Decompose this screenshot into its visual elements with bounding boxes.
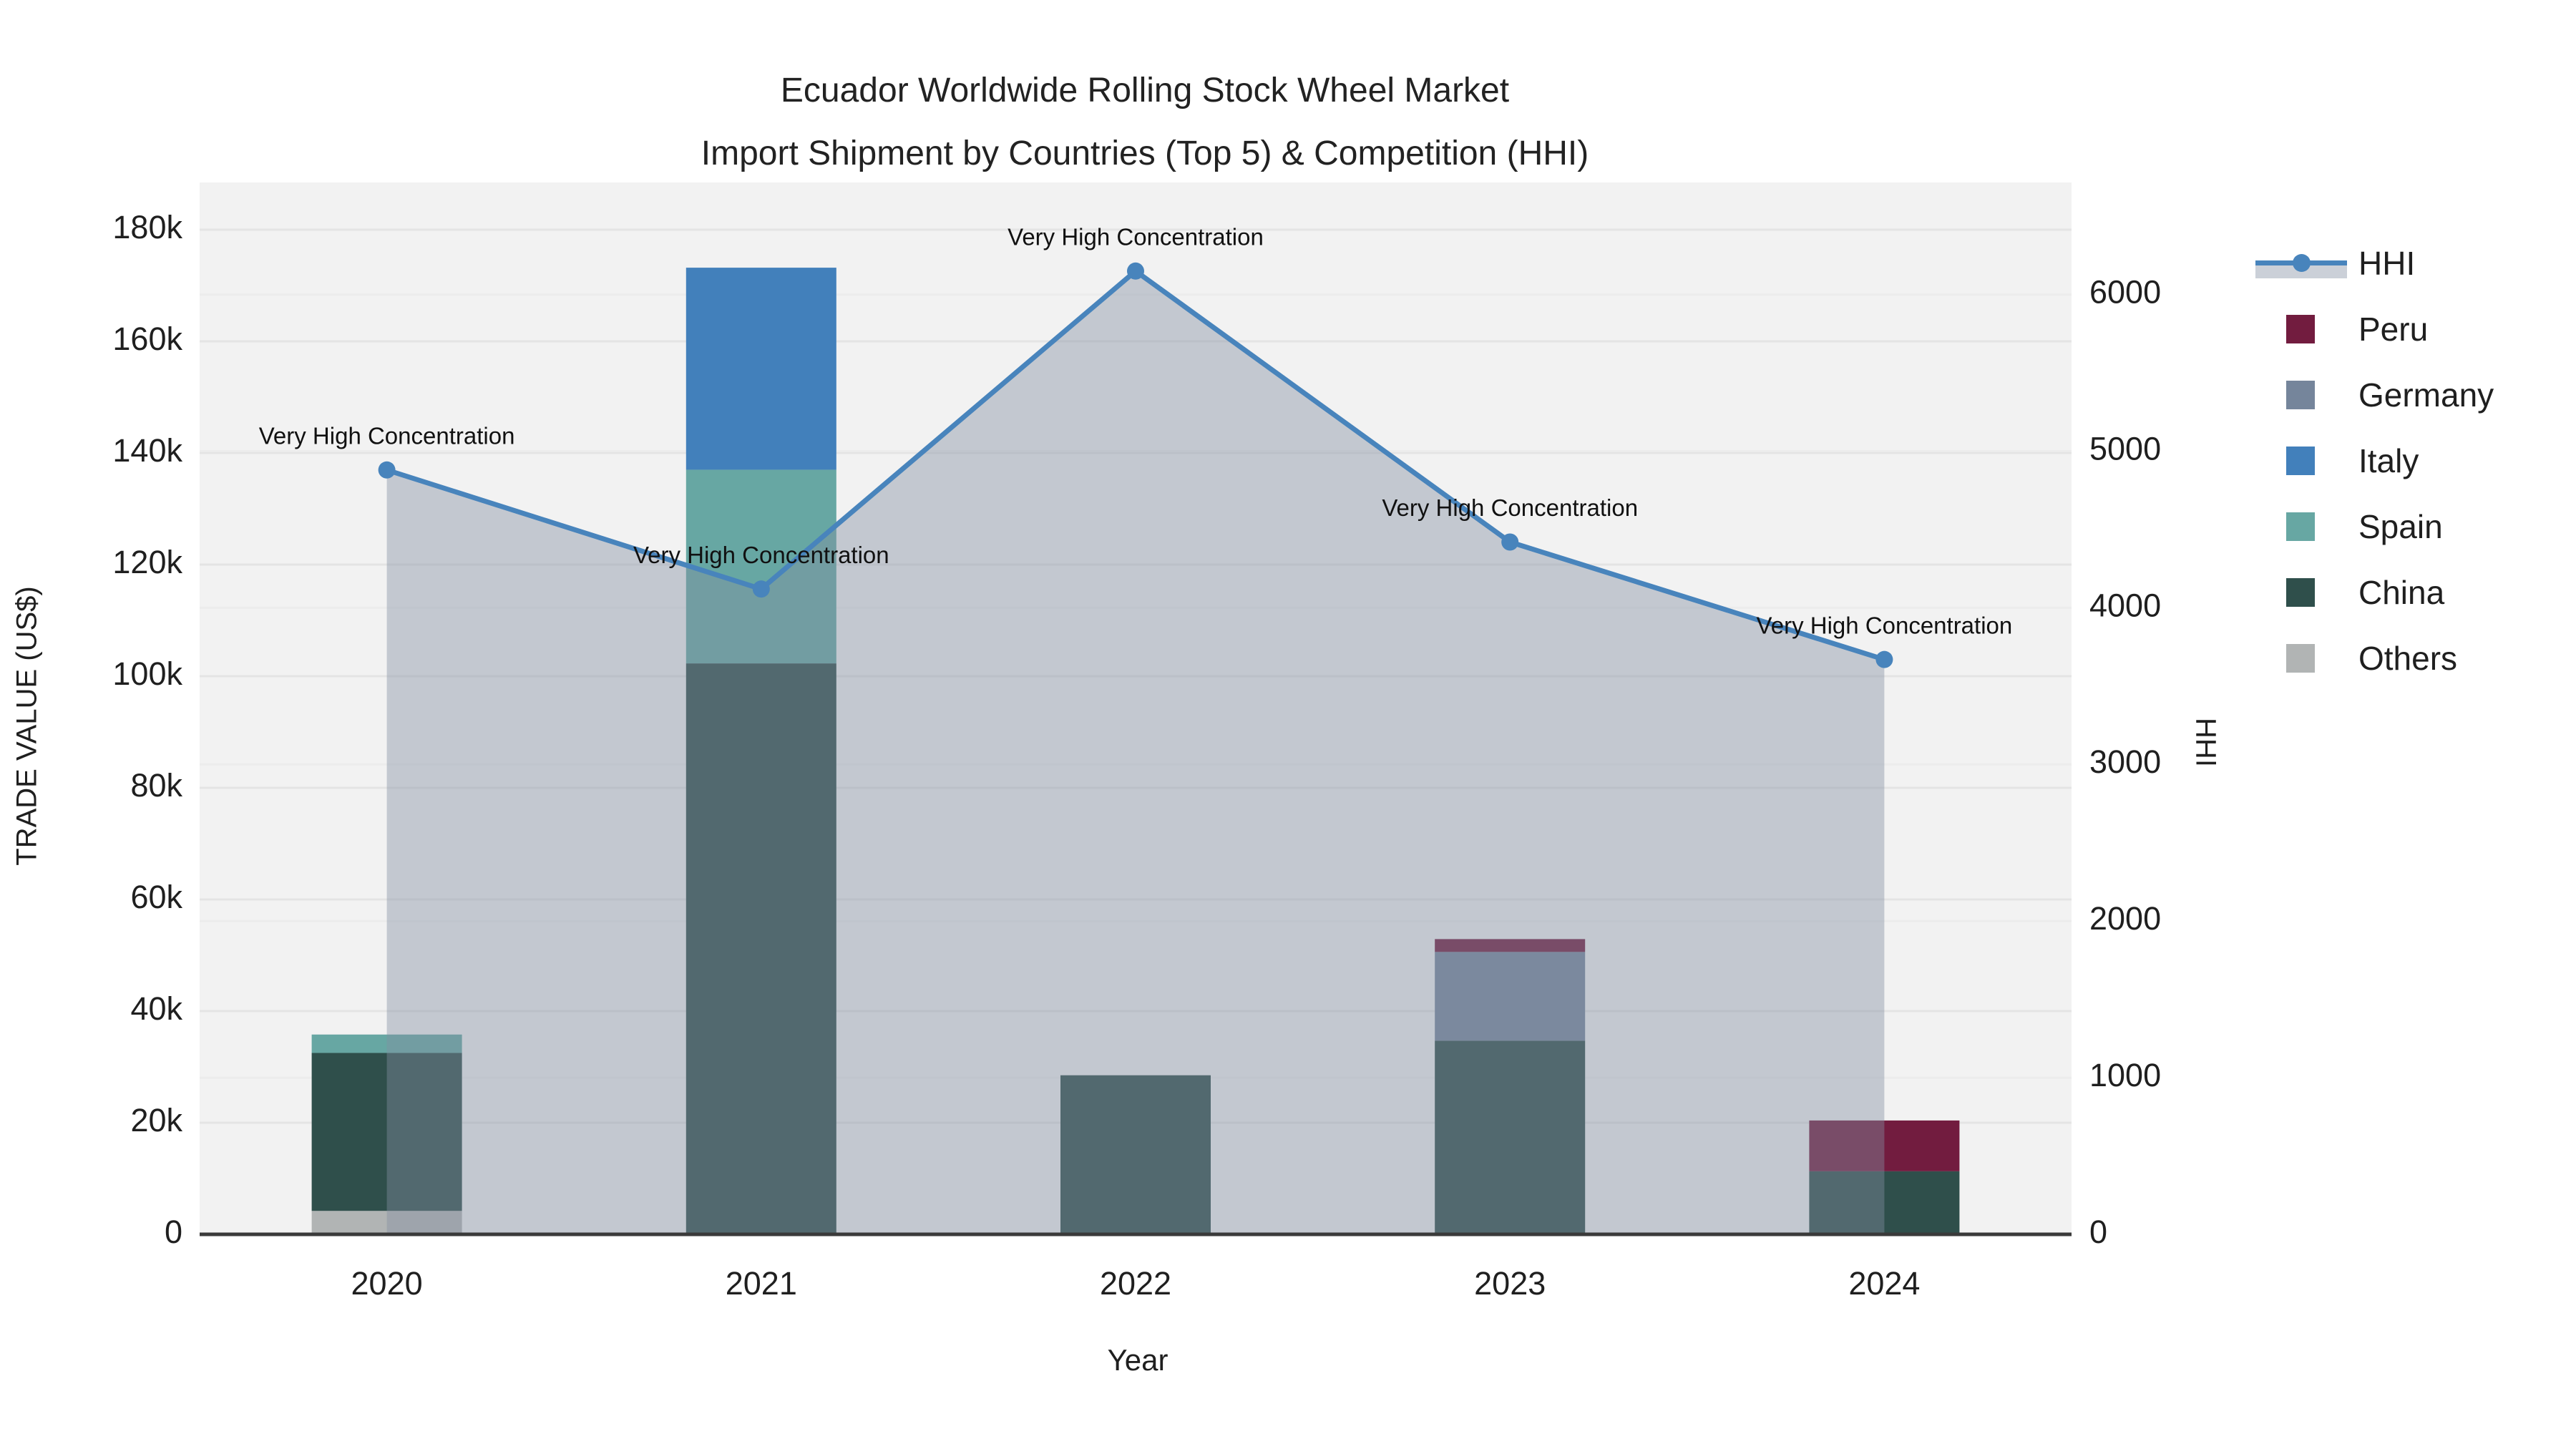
others-swatch-icon xyxy=(2254,633,2348,683)
y-right-tick-5000: 5000 xyxy=(2089,430,2161,467)
italy-swatch-icon xyxy=(2254,436,2348,486)
y-left-tick-160k: 160k xyxy=(112,321,182,357)
hhi-point-2024[interactable] xyxy=(1875,650,1893,668)
legend-item-germany[interactable]: Germany xyxy=(2254,362,2494,428)
hhi-line-sample-icon xyxy=(2254,238,2348,288)
germany-swatch-icon xyxy=(2254,370,2348,420)
spain-swatch-icon xyxy=(2254,502,2348,552)
legend-label: Others xyxy=(2358,640,2458,677)
y-left-tick-100k: 100k xyxy=(112,655,182,692)
hhi-point-2020[interactable] xyxy=(378,461,396,479)
legend-item-others[interactable]: Others xyxy=(2254,625,2494,691)
y-right-tick-4000: 4000 xyxy=(2089,587,2161,623)
annotation-2020: Very High Concentration xyxy=(259,423,515,449)
x-tick-2024: 2024 xyxy=(1848,1265,1920,1302)
hhi-point-2023[interactable] xyxy=(1501,533,1519,551)
y-left-tick-140k: 140k xyxy=(112,432,182,469)
annotation-2024: Very High Concentration xyxy=(1757,612,2013,638)
y-left-tick-60k: 60k xyxy=(130,879,182,915)
annotation-2022: Very High Concentration xyxy=(1008,224,1264,250)
germany-color-swatch xyxy=(2286,381,2315,409)
x-tick-2021: 2021 xyxy=(726,1265,797,1302)
x-tick-2023: 2023 xyxy=(1474,1265,1546,1302)
chart-title-line2: Import Shipment by Countries (Top 5) & C… xyxy=(701,135,1589,172)
legend-label: Germany xyxy=(2358,376,2494,414)
y-left-tick-120k: 120k xyxy=(112,544,182,580)
bar-segment-spain-2020[interactable] xyxy=(311,1034,462,1053)
legend-item-china[interactable]: China xyxy=(2254,560,2494,625)
y-right-tick-0: 0 xyxy=(2089,1214,2107,1250)
legend-label: China xyxy=(2358,574,2445,611)
legend-item-spain[interactable]: Spain xyxy=(2254,494,2494,560)
y-right-tick-1000: 1000 xyxy=(2089,1057,2161,1093)
peru-swatch-icon xyxy=(2254,304,2348,354)
y-left-tick-0: 0 xyxy=(165,1214,182,1250)
bar-segment-peru-2024[interactable] xyxy=(1809,1120,1960,1171)
bar-segment-china-2023[interactable] xyxy=(1435,1040,1586,1234)
hhi-marker-sample xyxy=(2293,254,2311,272)
china-swatch-icon xyxy=(2254,567,2348,618)
y-left-tick-20k: 20k xyxy=(130,1102,182,1138)
y-right-tick-6000: 6000 xyxy=(2089,274,2161,311)
x-tick-2020: 2020 xyxy=(351,1265,423,1302)
y-axis-title-right: HHI xyxy=(2190,718,2222,767)
bar-segment-italy-2021[interactable] xyxy=(686,268,836,470)
y-right-tick-3000: 3000 xyxy=(2089,743,2161,780)
legend-label: Spain xyxy=(2358,508,2443,545)
hhi-point-2021[interactable] xyxy=(752,580,770,598)
spain-color-swatch xyxy=(2286,512,2315,541)
hhi-point-2022[interactable] xyxy=(1127,262,1144,280)
annotation-2021: Very High Concentration xyxy=(633,542,889,568)
bar-segment-china-2022[interactable] xyxy=(1060,1075,1211,1234)
peru-color-swatch xyxy=(2286,315,2315,343)
others-color-swatch xyxy=(2286,644,2315,673)
italy-color-swatch xyxy=(2286,447,2315,475)
y-left-tick-40k: 40k xyxy=(130,990,182,1027)
china-color-swatch xyxy=(2286,578,2315,607)
y-axis-title-left: TRADE VALUE (US$) xyxy=(11,586,43,866)
legend-item-italy[interactable]: Italy xyxy=(2254,428,2494,494)
y-left-tick-180k: 180k xyxy=(112,209,182,245)
legend-label: Peru xyxy=(2358,311,2429,348)
legend: HHI Peru Germany Italy Spain China Others xyxy=(2254,230,2494,691)
bar-segment-china-2021[interactable] xyxy=(686,663,836,1234)
bar-segment-spain-2021[interactable] xyxy=(686,469,836,664)
bar-segment-germany-2023[interactable] xyxy=(1435,952,1586,1041)
chart-title-line1: Ecuador Worldwide Rolling Stock Wheel Ma… xyxy=(780,72,1510,109)
legend-item-peru[interactable]: Peru xyxy=(2254,296,2494,362)
hhi-area-fill xyxy=(386,270,1885,1234)
x-tick-2022: 2022 xyxy=(1100,1265,1171,1302)
legend-label: Italy xyxy=(2358,442,2419,479)
legend-label: HHI xyxy=(2358,245,2416,282)
bar-segment-china-2020[interactable] xyxy=(311,1053,462,1211)
legend-item-hhi[interactable]: HHI xyxy=(2254,230,2494,296)
x-axis-title: Year xyxy=(1107,1343,1169,1377)
bar-segment-others-2020[interactable] xyxy=(311,1211,462,1234)
bar-segment-china-2024[interactable] xyxy=(1809,1171,1960,1234)
y-right-tick-2000: 2000 xyxy=(2089,900,2161,937)
y-left-tick-80k: 80k xyxy=(130,767,182,804)
plot-background xyxy=(200,182,2072,1234)
annotation-2023: Very High Concentration xyxy=(1382,494,1638,521)
bar-segment-peru-2023[interactable] xyxy=(1435,939,1586,952)
